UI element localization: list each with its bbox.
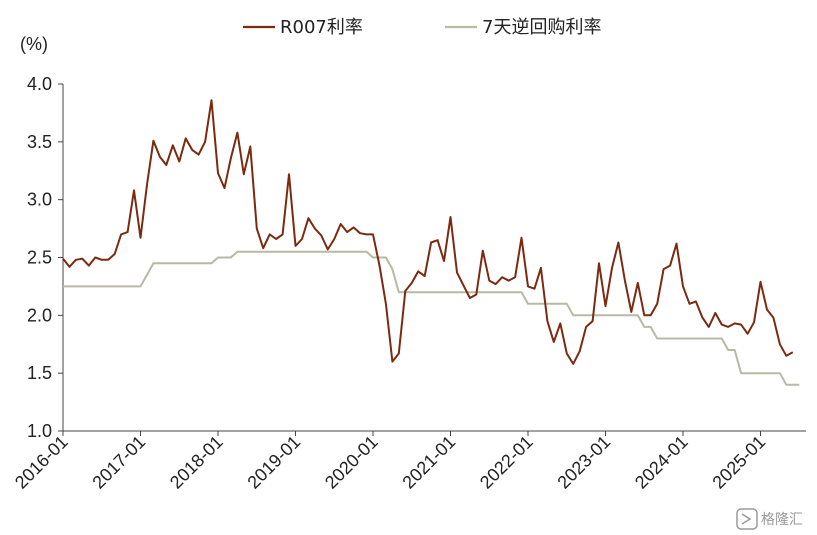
x-tick-label: 2019-01 xyxy=(243,432,304,493)
x-tick-label: 2020-01 xyxy=(321,432,382,493)
y-tick-label: 2.0 xyxy=(27,305,52,325)
x-tick-label: 2017-01 xyxy=(88,432,149,493)
y-tick-label: 1.0 xyxy=(27,421,52,441)
x-tick-label: 2022-01 xyxy=(476,432,537,493)
x-tick-label: 2021-01 xyxy=(398,432,459,493)
series-layer xyxy=(62,99,800,386)
chart-legend: R007利率 7天逆回购利率 xyxy=(243,17,601,38)
series-line-reverse-repo xyxy=(63,250,800,386)
series-line-r007 xyxy=(62,99,794,365)
watermark-logo-icon xyxy=(736,508,758,530)
y-tick-label: 2.5 xyxy=(27,248,52,268)
watermark-text: 格隆汇 xyxy=(761,512,803,528)
watermark: 格隆汇 xyxy=(736,508,803,530)
legend-label-reverse-repo: 7天逆回购利率 xyxy=(482,17,601,38)
legend-label-r007: R007利率 xyxy=(280,17,363,38)
x-tick-label: 2023-01 xyxy=(553,432,614,493)
y-tick-label: 3.0 xyxy=(27,190,52,210)
x-axis-ticks: 2016-01 2017-01 2018-01 2019-01 2020-01 2021-… xyxy=(11,431,769,493)
x-tick-label: 2025-01 xyxy=(708,432,769,493)
y-tick-label: 4.0 xyxy=(27,74,52,94)
y-axis-unit-label: (%) xyxy=(20,34,48,54)
y-axis-ticks: 1.0 1.5 2.0 2.5 3.0 3.5 4.0 xyxy=(27,74,63,441)
y-tick-label: 1.5 xyxy=(27,363,52,383)
watermark-logo-mark-icon xyxy=(741,513,752,525)
x-tick-label: 2024-01 xyxy=(631,432,692,493)
y-tick-label: 3.5 xyxy=(27,132,52,152)
x-tick-label: 2018-01 xyxy=(166,432,227,493)
